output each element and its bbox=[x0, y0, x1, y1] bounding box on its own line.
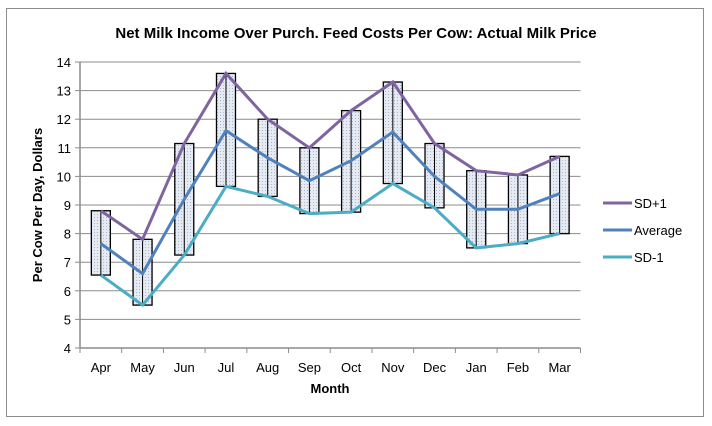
x-tick-label: Jun bbox=[174, 360, 195, 375]
y-tick-label: 6 bbox=[64, 284, 71, 299]
gridlines bbox=[80, 61, 581, 320]
x-tick-label: Mar bbox=[548, 360, 571, 375]
y-tick-label: 13 bbox=[57, 84, 71, 99]
x-tick-label: Feb bbox=[507, 360, 529, 375]
x-tick-label: Nov bbox=[381, 360, 405, 375]
y-tick-label: 9 bbox=[64, 198, 71, 213]
series-line-sd-1 bbox=[99, 181, 560, 308]
x-tick-label: Apr bbox=[91, 360, 112, 375]
y-tick-labels: 4 5 6 7 8 9 10 11 12 13 14 bbox=[57, 55, 71, 356]
y-tick-label: 4 bbox=[64, 341, 71, 356]
y-tick-label: 5 bbox=[64, 312, 71, 327]
y-tick-label: 8 bbox=[64, 227, 71, 242]
x-tick-label: Oct bbox=[341, 360, 362, 375]
legend-label: SD+1 bbox=[634, 196, 667, 211]
axes bbox=[75, 61, 581, 353]
x-tick-label: Dec bbox=[423, 360, 447, 375]
y-tick-label: 14 bbox=[57, 55, 71, 70]
y-tick-label: 11 bbox=[58, 141, 72, 156]
y-tick-label: 7 bbox=[64, 255, 71, 270]
y-tick-label: 10 bbox=[57, 169, 71, 184]
x-tick-label: Jul bbox=[218, 360, 235, 375]
x-tick-label: Sep bbox=[298, 360, 321, 375]
x-axis-title: Month bbox=[311, 381, 350, 396]
chart-title: Net Milk Income Over Purch. Feed Costs P… bbox=[115, 25, 596, 42]
x-tick-label: Aug bbox=[256, 360, 279, 375]
x-tick-labels: Apr May Jun Jul Aug Sep Oct Nov Dec Jan Feb Mar bbox=[91, 360, 572, 375]
x-tick-label: Jan bbox=[466, 360, 487, 375]
series-line-sd-1 bbox=[100, 70, 561, 242]
series-line-average bbox=[99, 128, 561, 276]
y-axis-title: Per Cow Per Day, Dollars bbox=[30, 128, 45, 282]
legend: SD+1 Average SD-1 bbox=[603, 196, 682, 265]
legend-label: Average bbox=[634, 223, 682, 238]
x-tick-label: May bbox=[130, 360, 155, 375]
series-lines bbox=[99, 70, 561, 308]
legend-label: SD-1 bbox=[634, 250, 664, 265]
y-tick-label: 12 bbox=[57, 112, 71, 127]
